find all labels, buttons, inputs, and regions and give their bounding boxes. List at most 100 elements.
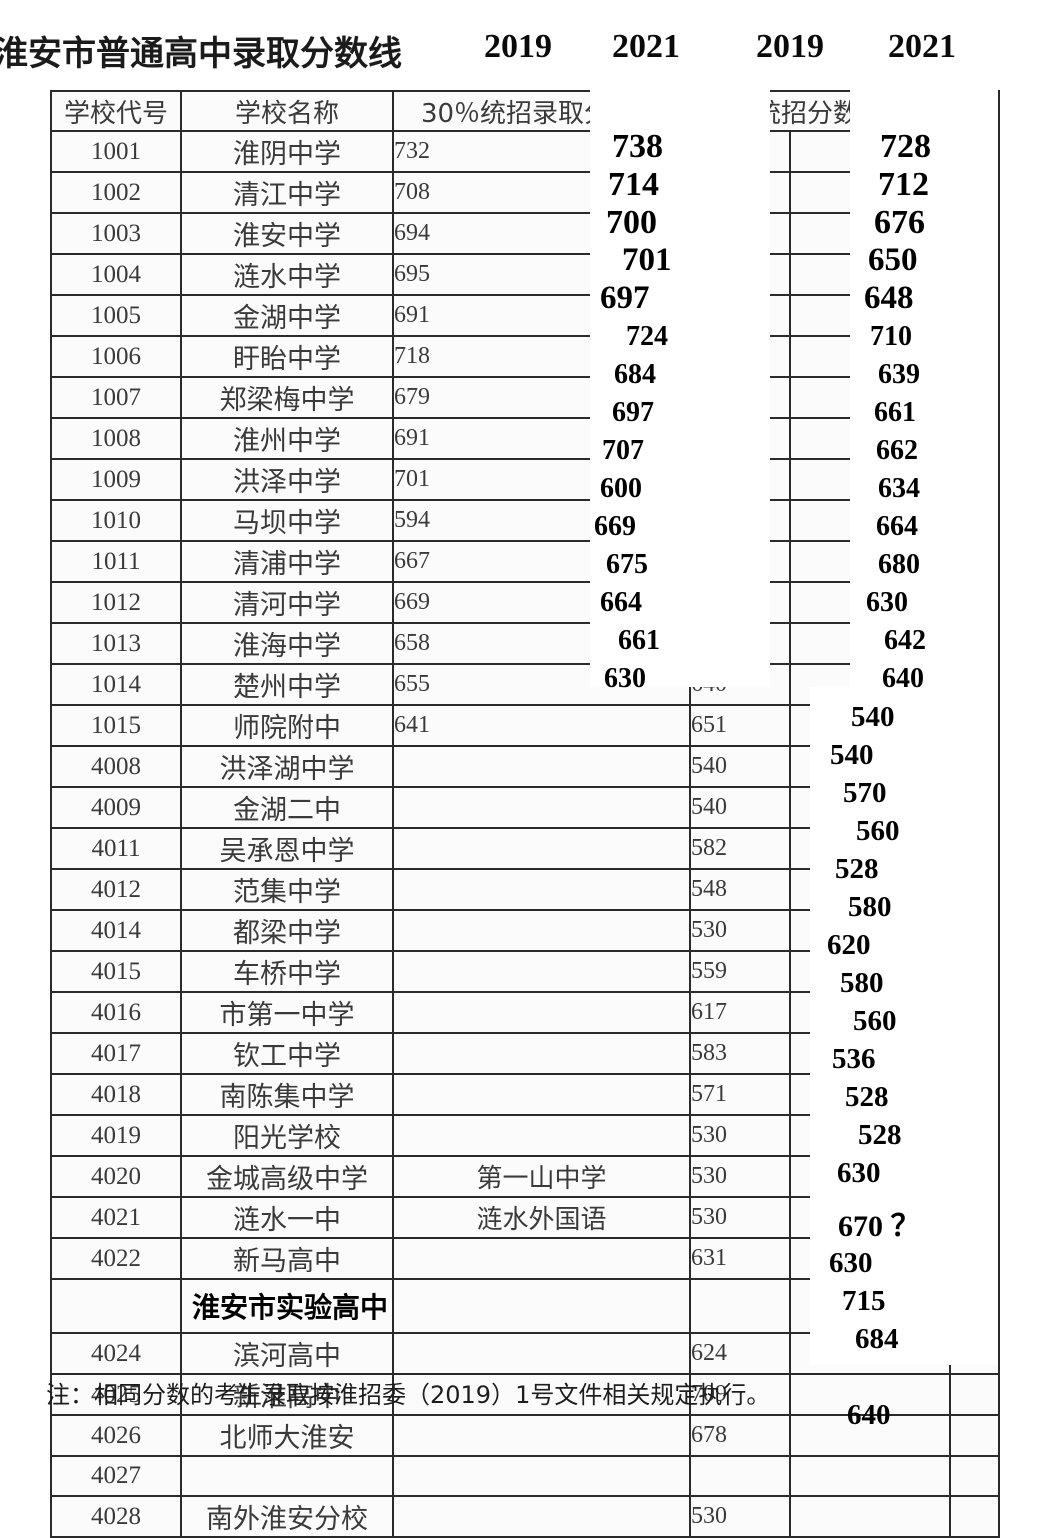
cell-score30-2019 bbox=[392, 1073, 691, 1116]
overlay-score30-2021: 669 bbox=[594, 511, 636, 543]
overlay-score30-2021: 700 bbox=[606, 203, 657, 241]
cell-school-name: 金湖二中 bbox=[180, 786, 394, 829]
cell-school-code: 4022 bbox=[50, 1237, 182, 1280]
cell-school-code: 1012 bbox=[50, 581, 182, 624]
overlay-score30-2021: 707 bbox=[602, 435, 644, 467]
overlay-standard-2021: 642 bbox=[884, 625, 926, 657]
cell-school-name: 淮安中学 bbox=[180, 212, 394, 255]
cell-row-tail bbox=[949, 1414, 1001, 1457]
cell-school-code: 1007 bbox=[50, 376, 182, 419]
cell-school-name: 淮州中学 bbox=[180, 417, 394, 460]
overlay-standard-2021: 648 bbox=[864, 280, 914, 317]
year-label-std-2021: 2021 bbox=[888, 28, 956, 65]
cell-school-name: 金城高级中学 bbox=[180, 1155, 394, 1198]
overlay-score30-2021: 630 bbox=[604, 663, 646, 695]
cell-school-name: 郑梁梅中学 bbox=[180, 376, 394, 419]
cell-school-name: 楚州中学 bbox=[180, 663, 394, 706]
cell-school-code: 1011 bbox=[50, 540, 182, 583]
cell-school-code: 1015 bbox=[50, 704, 182, 747]
cell-standard-2019: 617 bbox=[689, 991, 791, 1034]
cell-school-name: 南外淮安分校 bbox=[180, 1495, 394, 1538]
cell-standard-2019: 548 bbox=[689, 868, 791, 911]
cell-score30-2019 bbox=[392, 1237, 691, 1280]
overlay-standard-2021: 634 bbox=[878, 473, 920, 505]
overlay-score30-2021: 697 bbox=[612, 397, 654, 429]
cell-standard-2019: 540 bbox=[689, 786, 791, 829]
overlay-standard-2021: 560 bbox=[853, 1004, 897, 1037]
overlay-standard-2021: 620 bbox=[827, 928, 871, 961]
cell-standard-2019 bbox=[689, 1278, 791, 1334]
cell-score30-2019: 691 bbox=[392, 294, 691, 337]
cell-score30-2019: 第一山中学 bbox=[392, 1155, 691, 1198]
cell-school-name: 淮海中学 bbox=[180, 622, 394, 665]
cell-school-code: 4020 bbox=[50, 1155, 182, 1198]
cell-standard-2019: 530 bbox=[689, 909, 791, 952]
cell-score30-2019 bbox=[392, 868, 691, 911]
cell-score30-2019 bbox=[392, 991, 691, 1034]
cell-score30-2019 bbox=[392, 1332, 691, 1375]
overlay-score30-2021: 661 bbox=[618, 625, 660, 657]
table-row: 4014 都梁中学 530 bbox=[50, 909, 1001, 952]
cell-school-name: 马坝中学 bbox=[180, 499, 394, 542]
header-name: 学校名称 bbox=[180, 90, 394, 132]
cell-standard-2019: 651 bbox=[689, 704, 791, 747]
correction-patch-lower bbox=[810, 687, 998, 1365]
cell-school-code: 1004 bbox=[50, 253, 182, 296]
title-bar: 淮安市普通高中录取分数线 2019 2021 2019 2021 bbox=[0, 12, 1050, 74]
cell-score30-2019 bbox=[392, 1278, 691, 1334]
cell-row-tail bbox=[949, 1455, 1001, 1497]
cell-school-name: 阳光学校 bbox=[180, 1114, 394, 1157]
cell-standard-2021-area bbox=[788, 1495, 952, 1538]
cell-score30-2019: 641 bbox=[392, 704, 691, 747]
cell-school-name: 滨河高中 bbox=[180, 1332, 394, 1375]
overlay-standard-2021: 540 bbox=[830, 738, 874, 771]
cell-standard-2019: 530 bbox=[689, 1114, 791, 1157]
header-code: 学校代号 bbox=[50, 90, 182, 132]
cell-score30-2019 bbox=[392, 1114, 691, 1157]
cell-school-code: 4024 bbox=[50, 1332, 182, 1375]
cell-row-tail bbox=[949, 1495, 1001, 1538]
overlay-score30-2021: 684 bbox=[614, 359, 656, 391]
cell-school-code: 4012 bbox=[50, 868, 182, 911]
cell-school-name: 新马高中 bbox=[180, 1237, 394, 1280]
cell-score30-2019 bbox=[392, 827, 691, 870]
overlay-standard-2021: 528 bbox=[845, 1080, 889, 1113]
overlay-standard-2021: 540 bbox=[851, 700, 895, 733]
cell-school-name: 清浦中学 bbox=[180, 540, 394, 583]
cell-school-code: 1013 bbox=[50, 622, 182, 665]
cell-standard-2019: 530 bbox=[689, 1495, 791, 1538]
cell-score30-2019 bbox=[392, 950, 691, 993]
cell-standard-2021-area bbox=[788, 1455, 952, 1497]
cell-school-code: 1005 bbox=[50, 294, 182, 337]
cell-school-name: 都梁中学 bbox=[180, 909, 394, 952]
overlay-standard-2021: 684 bbox=[855, 1322, 899, 1355]
cell-score30-2019 bbox=[392, 1414, 691, 1457]
overlay-standard-2021: 728 bbox=[880, 127, 931, 165]
overlay-score30-2021: 675 bbox=[606, 549, 648, 581]
cell-school-code: 4008 bbox=[50, 745, 182, 788]
cell-school-code: 4011 bbox=[50, 827, 182, 870]
overlay-score30-2021: 714 bbox=[608, 165, 659, 203]
table-row: 4028 南外淮安分校 530 bbox=[50, 1495, 1001, 1538]
cell-school-name: 洪泽中学 bbox=[180, 458, 394, 501]
cell-score30-2019: 涟水外国语 bbox=[392, 1196, 691, 1239]
cell-school-code: 1010 bbox=[50, 499, 182, 542]
cell-school-code: 4014 bbox=[50, 909, 182, 952]
cell-standard-2021-area bbox=[788, 1373, 952, 1416]
cell-school-code: 4015 bbox=[50, 950, 182, 993]
cell-school-name: 新淮高中 bbox=[180, 1373, 394, 1416]
cell-standard-2019: 571 bbox=[689, 1073, 791, 1116]
cell-row-tail bbox=[949, 1373, 1001, 1416]
overlay-standard-2021: 630 bbox=[866, 587, 908, 619]
table-row: 4024 滨河高中 624 bbox=[50, 1332, 1001, 1375]
year-label-s30-2019: 2019 bbox=[484, 28, 552, 65]
cell-school-code: 4017 bbox=[50, 1032, 182, 1075]
cell-school-name: 盱眙中学 bbox=[180, 335, 394, 378]
correction-patch-left bbox=[590, 90, 770, 687]
cell-school-code: 4016 bbox=[50, 991, 182, 1034]
overlay-standard-2021: 650 bbox=[868, 242, 918, 279]
cell-school-code: 1006 bbox=[50, 335, 182, 378]
overlay-standard-2021: 630 bbox=[837, 1156, 881, 1189]
cell-school-code: 1009 bbox=[50, 458, 182, 501]
cell-score30-2019 bbox=[392, 909, 691, 952]
